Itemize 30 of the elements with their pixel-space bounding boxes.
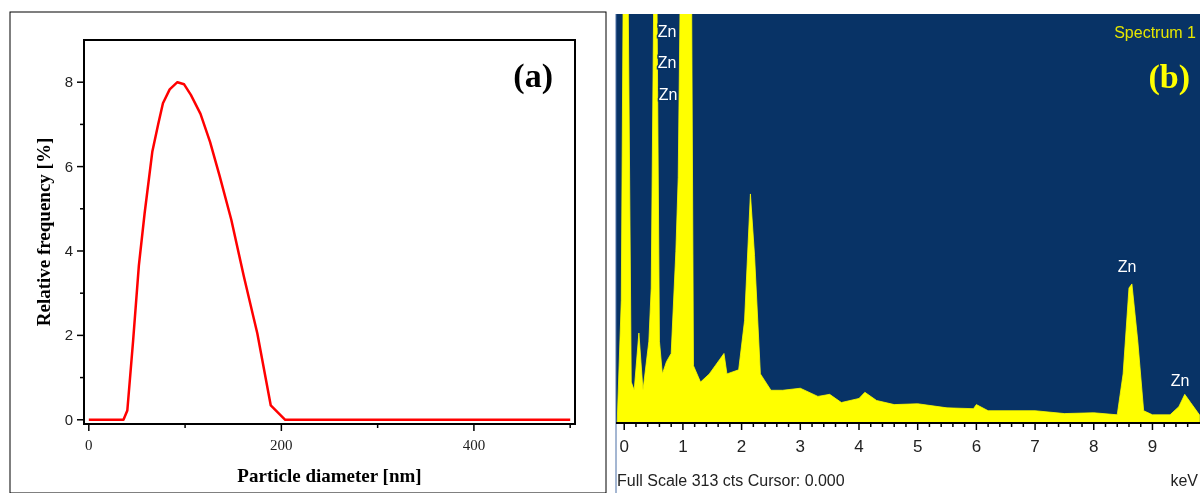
x-tick-label: 7	[1030, 437, 1040, 456]
x-tick-label: 6	[971, 437, 982, 456]
x-tick-label: 1	[678, 437, 688, 456]
y-tick-label: 8	[64, 73, 73, 91]
x-tick-label: 0	[85, 437, 93, 453]
y-tick-label: 2	[64, 326, 73, 344]
x-tick-label: 8	[1089, 437, 1099, 456]
annotation: Zn	[1170, 372, 1190, 389]
x-tick-label: 4	[854, 437, 864, 456]
annotation: Spectrum 1	[1114, 24, 1197, 41]
annotation: Zn	[658, 86, 678, 103]
x-tick-label: 2	[736, 437, 747, 456]
annotation: Zn	[1117, 258, 1137, 275]
y-axis-title: Relative frequency [%]	[33, 137, 54, 327]
annotation: Zn	[657, 54, 677, 71]
x-tick-label: 200	[270, 437, 293, 453]
text: (b)	[1148, 58, 1190, 96]
x-tick-label: 400	[462, 437, 486, 453]
y-tick-label: 6	[64, 157, 73, 175]
x-axis-title: Particle diameter [nm]	[237, 465, 422, 486]
x-tick-label: 0	[619, 437, 629, 456]
x-tick-label: 9	[1147, 437, 1158, 456]
y-tick-label: 4	[64, 241, 73, 259]
text: (a)	[513, 57, 553, 95]
y-tick-label: 0	[64, 410, 73, 428]
text: Full Scale 313 cts Cursor: 0.000	[617, 472, 845, 489]
x-tick-label: 5	[912, 437, 923, 456]
x-axis-title: keV	[1170, 472, 1199, 489]
annotation: Zn	[657, 23, 677, 40]
x-tick-label: 3	[795, 437, 806, 456]
